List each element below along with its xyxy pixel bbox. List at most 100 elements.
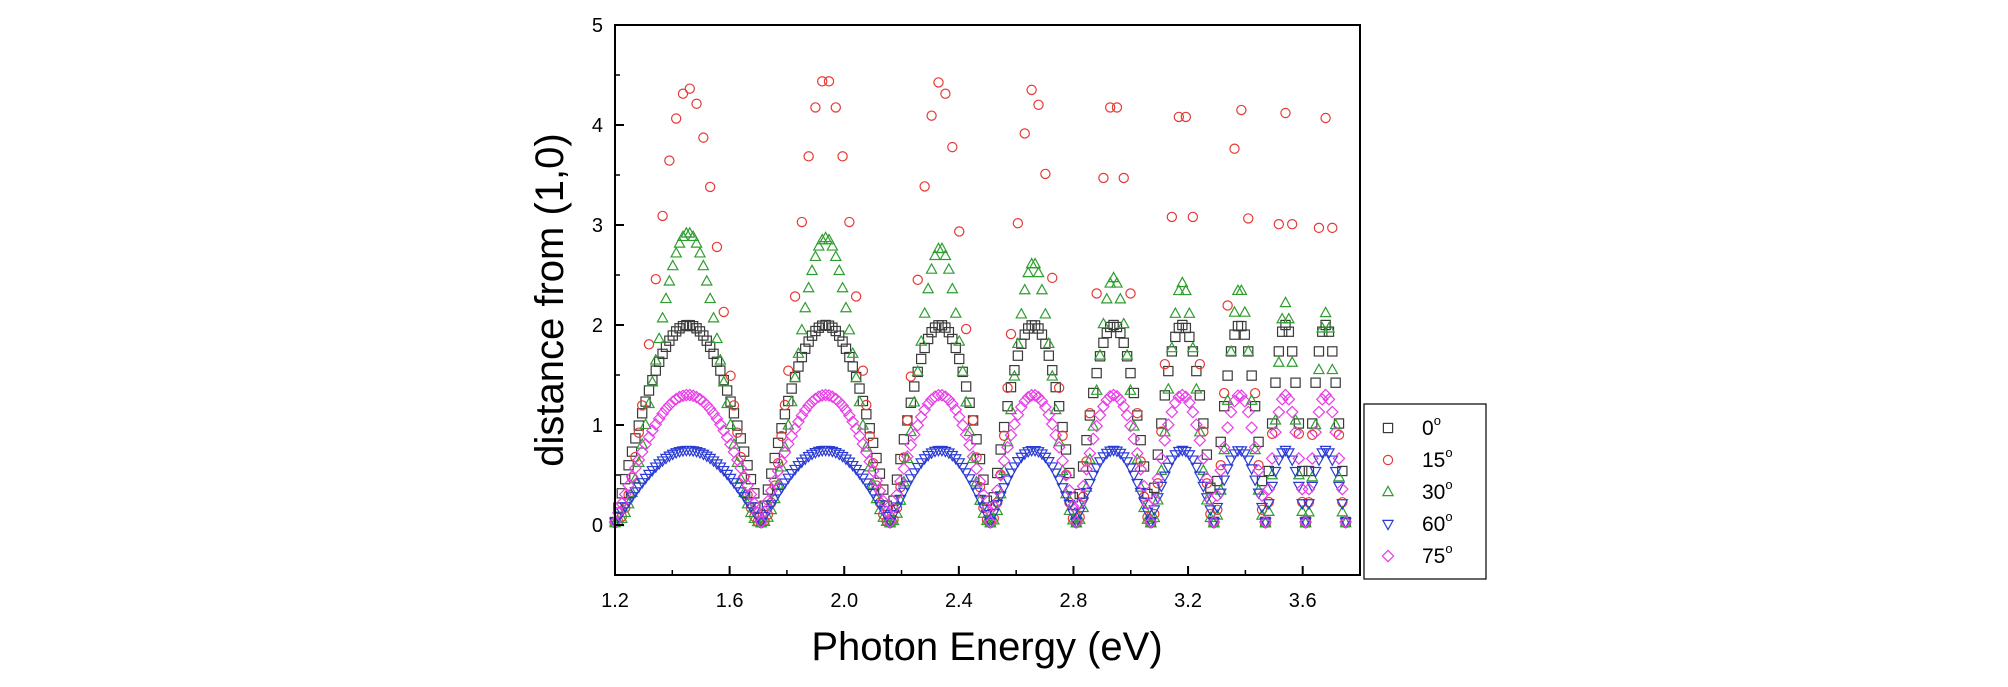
diamond-marker bbox=[973, 475, 987, 488]
triangle-marker bbox=[956, 462, 969, 474]
square-marker bbox=[1273, 346, 1285, 357]
diamond-marker bbox=[1090, 419, 1104, 433]
triangle-marker bbox=[704, 453, 717, 465]
triangle-marker bbox=[1186, 455, 1199, 467]
circle-marker bbox=[725, 370, 736, 381]
triangle-marker bbox=[1186, 341, 1199, 353]
x-tick-label: 2.8 bbox=[1060, 590, 1088, 612]
square-marker bbox=[1270, 377, 1281, 388]
y-tick-label: 1 bbox=[592, 415, 603, 437]
triangle-marker bbox=[629, 487, 642, 499]
triangle-marker bbox=[788, 371, 802, 383]
diamond-marker bbox=[1196, 452, 1210, 465]
triangle-marker bbox=[1165, 341, 1178, 353]
triangle-marker bbox=[829, 249, 842, 262]
legend-label: 75o bbox=[1422, 541, 1453, 568]
triangle-marker bbox=[1193, 425, 1206, 437]
triangle-marker bbox=[1336, 499, 1349, 511]
triangle-marker bbox=[1049, 468, 1062, 480]
square-marker bbox=[954, 353, 965, 365]
triangle-marker bbox=[946, 450, 959, 462]
triangle-marker bbox=[1214, 488, 1227, 500]
triangle-marker bbox=[1090, 463, 1103, 475]
triangle-marker bbox=[1093, 348, 1107, 360]
diamond-marker bbox=[932, 388, 945, 402]
diamond-marker bbox=[853, 429, 866, 443]
triangle-marker bbox=[656, 311, 669, 323]
triangle-marker bbox=[1073, 507, 1086, 519]
triangle-marker bbox=[673, 446, 686, 459]
triangle-marker bbox=[928, 446, 942, 458]
circle-marker bbox=[947, 141, 958, 153]
square-marker bbox=[817, 320, 828, 331]
triangle-marker bbox=[1329, 418, 1342, 430]
circle-marker bbox=[1091, 288, 1102, 299]
square-marker bbox=[1303, 465, 1315, 477]
square-marker bbox=[1283, 326, 1295, 337]
triangle-marker bbox=[1121, 348, 1134, 360]
diamond-marker bbox=[741, 478, 754, 492]
square-marker bbox=[971, 434, 982, 445]
triangle-marker bbox=[904, 425, 917, 437]
circle-marker bbox=[861, 399, 872, 411]
diamond-marker bbox=[880, 505, 894, 518]
square-marker bbox=[827, 322, 838, 333]
legend-label: 30o bbox=[1422, 477, 1453, 504]
square-marker bbox=[674, 323, 685, 334]
triangle-marker bbox=[809, 448, 822, 460]
triangle-marker bbox=[994, 487, 1007, 499]
circle-marker bbox=[912, 274, 923, 286]
diamond-marker bbox=[1189, 418, 1203, 432]
square-marker bbox=[643, 385, 655, 396]
diamond-marker bbox=[1231, 389, 1245, 403]
triangle-marker bbox=[707, 311, 720, 323]
triangle-marker bbox=[1090, 383, 1103, 395]
square-marker bbox=[708, 348, 719, 360]
diamond-marker bbox=[1200, 472, 1214, 486]
square-marker bbox=[1091, 367, 1102, 379]
diamond-marker bbox=[1127, 432, 1141, 446]
triangle-marker bbox=[1124, 463, 1137, 475]
diamond-marker bbox=[1279, 388, 1292, 402]
legend-label: 60o bbox=[1422, 509, 1453, 536]
diamond-marker bbox=[1292, 452, 1306, 465]
square-marker bbox=[1194, 390, 1206, 401]
square-marker bbox=[1327, 346, 1338, 357]
triangle-marker bbox=[707, 456, 720, 468]
square-marker bbox=[929, 322, 941, 333]
triangle-marker bbox=[809, 249, 822, 262]
diamond-marker bbox=[1168, 396, 1182, 410]
diamond-marker bbox=[935, 388, 949, 402]
triangle-marker bbox=[1151, 493, 1164, 505]
triangle-marker bbox=[908, 395, 921, 407]
diamond-marker bbox=[812, 390, 826, 404]
triangle-marker bbox=[1197, 481, 1210, 493]
square-marker bbox=[1280, 319, 1291, 331]
diamond-marker bbox=[883, 515, 897, 529]
square-marker bbox=[1201, 449, 1213, 460]
triangle-marker bbox=[966, 480, 980, 492]
square-marker bbox=[867, 437, 879, 449]
diamond-marker bbox=[842, 409, 856, 423]
circle-marker bbox=[1313, 222, 1325, 234]
diamond-marker bbox=[1332, 452, 1346, 465]
triangle-marker bbox=[880, 514, 893, 527]
triangle-marker bbox=[717, 375, 730, 387]
triangle-marker bbox=[1249, 475, 1262, 487]
circle-marker bbox=[837, 151, 848, 162]
triangle-marker bbox=[836, 281, 849, 293]
triangle-marker bbox=[1224, 455, 1238, 467]
triangle-marker bbox=[690, 236, 703, 248]
triangle-marker bbox=[785, 395, 798, 407]
triangle-marker bbox=[751, 515, 764, 527]
diamond-marker bbox=[1339, 515, 1353, 529]
triangle-marker bbox=[721, 397, 734, 409]
triangle-marker bbox=[960, 395, 973, 407]
triangle-marker bbox=[901, 480, 914, 492]
triangle-marker bbox=[963, 474, 976, 486]
diamond-marker bbox=[1221, 421, 1235, 435]
circle-marker bbox=[1249, 387, 1261, 399]
square-marker bbox=[1125, 367, 1136, 379]
diamond-marker bbox=[618, 487, 632, 501]
circle-marker bbox=[1019, 128, 1030, 139]
